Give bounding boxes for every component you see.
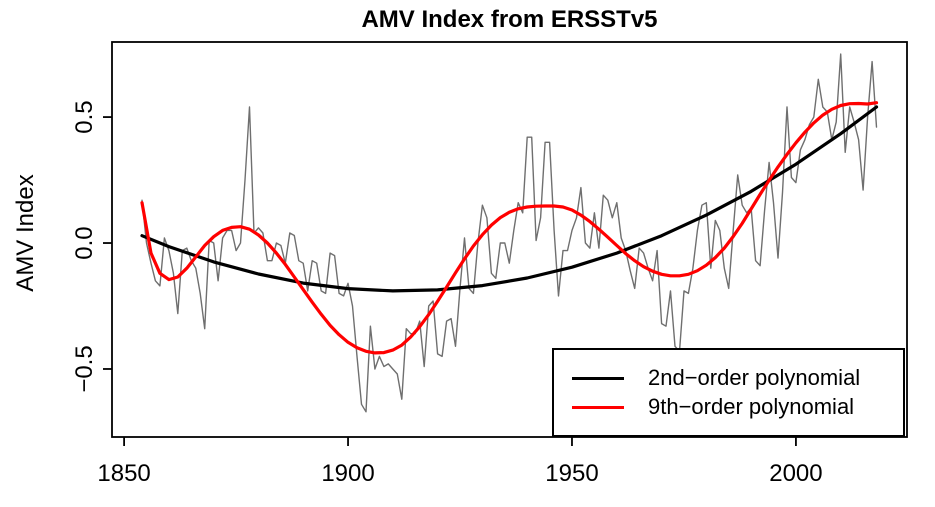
x-tick-label: 1900	[321, 460, 374, 487]
y-tick-label: −0.5	[71, 345, 98, 392]
legend-line-poly2	[572, 376, 624, 380]
x-tick-label: 1850	[97, 460, 150, 487]
x-tick-label: 2000	[769, 460, 822, 487]
legend-line-poly9	[572, 405, 624, 409]
legend-entry-poly9: 9th−order polynomial	[572, 396, 903, 418]
chart-title: AMV Index from ERSSTv5	[361, 6, 657, 33]
poly2-line	[140, 105, 879, 293]
legend-entry-poly2: 2nd−order polynomial	[572, 367, 903, 389]
y-axis-label: AMV Index	[12, 174, 39, 291]
plot-box	[111, 41, 908, 438]
legend: 2nd−order polynomial 9th−order polynomia…	[552, 348, 905, 437]
x-tick-label: 1950	[545, 460, 598, 487]
legend-label-poly2: 2nd−order polynomial	[648, 365, 861, 390]
poly9-line	[140, 101, 879, 355]
y-tick-label: 0.0	[71, 226, 98, 259]
legend-label-poly9: 9th−order polynomial	[648, 394, 855, 419]
y-tick-label: 0.5	[71, 100, 98, 133]
